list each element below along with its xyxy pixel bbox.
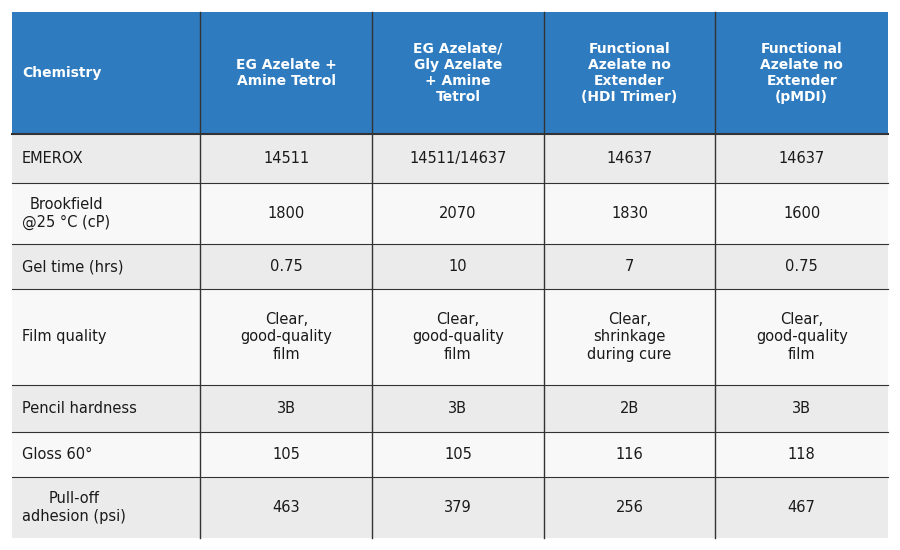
- Bar: [372, 289, 544, 385]
- Text: Film quality: Film quality: [22, 329, 106, 344]
- Bar: [201, 432, 372, 477]
- Text: EG Azelate/
Gly Azelate
+ Amine
Tetrol: EG Azelate/ Gly Azelate + Amine Tetrol: [413, 42, 502, 104]
- Text: Functional
Azelate no
Extender
(HDI Trimer): Functional Azelate no Extender (HDI Trim…: [581, 42, 678, 104]
- Text: 14511/14637: 14511/14637: [410, 151, 507, 166]
- Bar: [716, 385, 888, 432]
- Bar: [201, 244, 372, 289]
- Bar: [544, 289, 716, 385]
- Text: 14511: 14511: [263, 151, 310, 166]
- Text: 14637: 14637: [607, 151, 652, 166]
- Bar: [372, 183, 544, 244]
- Bar: [544, 244, 716, 289]
- Bar: [716, 244, 888, 289]
- Text: Chemistry: Chemistry: [22, 66, 102, 80]
- Text: Clear,
good-quality
film: Clear, good-quality film: [240, 312, 332, 362]
- Text: Gloss 60°: Gloss 60°: [22, 447, 93, 462]
- Text: 105: 105: [444, 447, 472, 462]
- Bar: [12, 477, 201, 538]
- Bar: [716, 12, 888, 134]
- Text: 379: 379: [444, 500, 472, 515]
- Text: 0.75: 0.75: [786, 259, 818, 274]
- Text: 1600: 1600: [783, 206, 820, 221]
- Text: 2070: 2070: [439, 206, 477, 221]
- Bar: [201, 12, 372, 134]
- Bar: [12, 432, 201, 477]
- Text: EMEROX: EMEROX: [22, 151, 84, 166]
- Bar: [201, 134, 372, 183]
- Bar: [544, 477, 716, 538]
- Bar: [716, 134, 888, 183]
- Text: 105: 105: [273, 447, 300, 462]
- Text: Gel time (hrs): Gel time (hrs): [22, 259, 123, 274]
- Text: 3B: 3B: [276, 401, 296, 416]
- Bar: [201, 289, 372, 385]
- Bar: [12, 12, 201, 134]
- Bar: [544, 134, 716, 183]
- Text: 118: 118: [788, 447, 815, 462]
- Bar: [372, 12, 544, 134]
- Bar: [716, 183, 888, 244]
- Bar: [372, 432, 544, 477]
- Bar: [12, 244, 201, 289]
- Bar: [544, 12, 716, 134]
- Bar: [12, 385, 201, 432]
- Text: Clear,
good-quality
film: Clear, good-quality film: [756, 312, 848, 362]
- Bar: [372, 477, 544, 538]
- Bar: [12, 289, 201, 385]
- Text: Functional
Azelate no
Extender
(pMDI): Functional Azelate no Extender (pMDI): [760, 42, 843, 104]
- Bar: [716, 289, 888, 385]
- Text: 3B: 3B: [448, 401, 467, 416]
- Bar: [12, 183, 201, 244]
- Text: Clear,
shrinkage
during cure: Clear, shrinkage during cure: [588, 312, 671, 362]
- Text: 3B: 3B: [792, 401, 811, 416]
- Text: 1830: 1830: [611, 206, 648, 221]
- Text: EG Azelate +
Amine Tetrol: EG Azelate + Amine Tetrol: [236, 58, 337, 88]
- Text: 14637: 14637: [778, 151, 824, 166]
- Text: Brookfield
@25 °C (cP): Brookfield @25 °C (cP): [22, 197, 110, 230]
- Bar: [372, 385, 544, 432]
- Text: 256: 256: [616, 500, 644, 515]
- Text: 2B: 2B: [620, 401, 639, 416]
- Text: 463: 463: [273, 500, 300, 515]
- Bar: [716, 432, 888, 477]
- Text: 7: 7: [625, 259, 634, 274]
- Text: Pencil hardness: Pencil hardness: [22, 401, 137, 416]
- Text: 116: 116: [616, 447, 644, 462]
- Bar: [201, 183, 372, 244]
- Bar: [544, 385, 716, 432]
- Text: 1800: 1800: [267, 206, 305, 221]
- Bar: [716, 477, 888, 538]
- Bar: [544, 183, 716, 244]
- Bar: [12, 134, 201, 183]
- Bar: [372, 134, 544, 183]
- Bar: [201, 385, 372, 432]
- Bar: [201, 477, 372, 538]
- Text: Pull-off
adhesion (psi): Pull-off adhesion (psi): [22, 491, 126, 524]
- Text: 10: 10: [448, 259, 467, 274]
- Text: Clear,
good-quality
film: Clear, good-quality film: [412, 312, 504, 362]
- Bar: [372, 244, 544, 289]
- Text: 467: 467: [788, 500, 815, 515]
- Bar: [544, 432, 716, 477]
- Text: 0.75: 0.75: [270, 259, 302, 274]
